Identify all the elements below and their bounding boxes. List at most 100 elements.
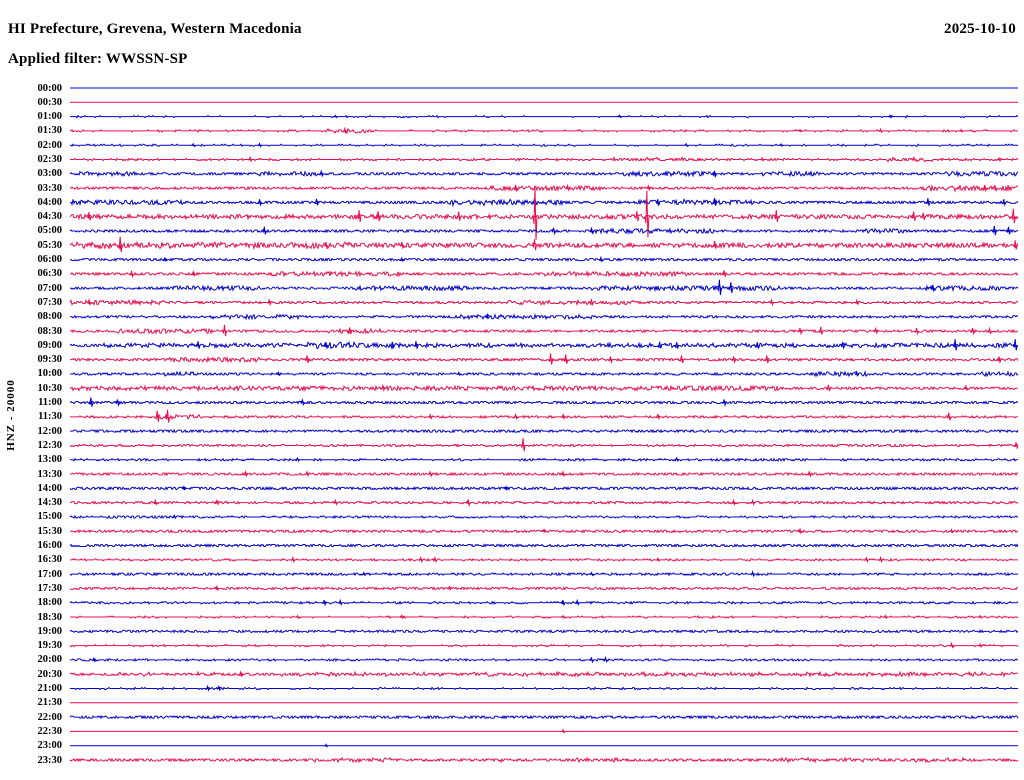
event-spike (764, 355, 770, 364)
event-spike (731, 356, 737, 365)
event-spike (465, 499, 471, 508)
event-spike (946, 412, 952, 421)
event-spike (728, 282, 734, 294)
event-spike (684, 142, 689, 148)
event-spike (153, 498, 158, 506)
event-spike (716, 279, 722, 296)
event-spike (797, 527, 803, 535)
trace-time-label-0330: 03:30 (37, 182, 63, 194)
event-spike (380, 383, 386, 392)
event-spike (154, 410, 160, 422)
event-spike (982, 184, 988, 193)
event-spike (222, 324, 227, 337)
trace-time-label-1430: 14:30 (37, 497, 63, 509)
trace-0530 (69, 240, 1019, 251)
trace-1630 (70, 557, 1018, 562)
event-spike (314, 198, 319, 206)
event-spike (300, 398, 305, 407)
trace-1830 (70, 614, 1019, 619)
event-spike (634, 211, 640, 222)
event-spike (560, 470, 566, 478)
event-spike (318, 169, 324, 178)
trace-time-label-0900: 09:00 (37, 339, 63, 351)
event-spike (513, 413, 519, 420)
event-spike (347, 327, 353, 335)
event-spike (674, 342, 680, 350)
trace-0730 (69, 298, 1018, 307)
event-spike (551, 227, 556, 236)
event-spike (655, 413, 661, 420)
event-spike (165, 409, 171, 423)
trace-2100 (70, 686, 1018, 691)
event-spike (750, 570, 756, 578)
event-spike (759, 156, 765, 162)
event-spike (574, 598, 580, 606)
event-spike (1006, 226, 1011, 235)
trace-0930 (70, 355, 1019, 364)
trace-1530 (70, 529, 1018, 534)
event-spike (721, 270, 727, 277)
trace-time-label-1200: 12:00 (37, 425, 63, 437)
event-spike (712, 170, 718, 178)
trace-0700 (70, 284, 1019, 292)
event-spike (261, 226, 267, 235)
event-spike (427, 413, 433, 420)
event-spike (952, 339, 958, 351)
trace-0800 (70, 312, 1018, 321)
trace-2330 (69, 756, 1019, 764)
trace-0630 (70, 270, 1019, 278)
event-spike (878, 127, 883, 134)
event-spike (925, 198, 931, 206)
event-spike (181, 485, 187, 491)
event-spike (608, 356, 613, 365)
event-spike (172, 514, 177, 520)
event-spike (589, 297, 594, 307)
event-spike (914, 327, 920, 336)
trace-time-label-2030: 20:30 (37, 668, 63, 680)
event-spike (1013, 442, 1019, 450)
trace-0400 (70, 197, 1019, 208)
trace-time-label-0300: 03:00 (37, 168, 63, 180)
event-spike (854, 370, 860, 377)
event-spike (657, 341, 663, 349)
event-spike (883, 614, 888, 620)
trace-time-label-0530: 05:30 (37, 239, 63, 251)
trace-time-label-0200: 02:00 (37, 139, 63, 151)
event-spike (532, 187, 538, 240)
event-spike (375, 211, 381, 222)
event-spike (807, 471, 812, 478)
trace-time-label-2330: 23:30 (37, 754, 63, 766)
event-spike (797, 327, 803, 336)
event-spike (115, 399, 120, 407)
event-spike (958, 128, 964, 133)
event-spike (560, 599, 566, 607)
event-spike (646, 184, 651, 192)
event-spike (769, 297, 774, 307)
trace-time-label-1300: 13:00 (37, 454, 63, 466)
event-spike (878, 555, 883, 563)
trace-1930 (69, 643, 1019, 648)
event-spike (873, 326, 879, 335)
event-spike (750, 498, 756, 506)
trace-1900 (69, 629, 1019, 634)
trace-time-label-0230: 02:30 (37, 153, 63, 165)
event-spike (304, 470, 310, 478)
event-spike (247, 155, 253, 163)
applied-filter-label: Applied filter: WWSSN-SP (8, 51, 188, 67)
event-spike (563, 354, 569, 364)
trace-1330 (70, 471, 1018, 477)
event-spike (337, 598, 343, 606)
event-spike (513, 184, 519, 193)
trace-1800 (69, 600, 1019, 605)
event-spike (970, 327, 975, 336)
event-spike (520, 438, 526, 452)
event-spike (712, 241, 718, 249)
event-spike (731, 498, 737, 506)
event-spike (991, 225, 997, 236)
event-spike (754, 342, 760, 350)
trace-0430 (69, 212, 1019, 221)
event-spike (295, 456, 300, 463)
event-spike (304, 355, 310, 364)
trace-time-label-0400: 04:00 (37, 196, 63, 208)
event-spike (930, 284, 936, 293)
